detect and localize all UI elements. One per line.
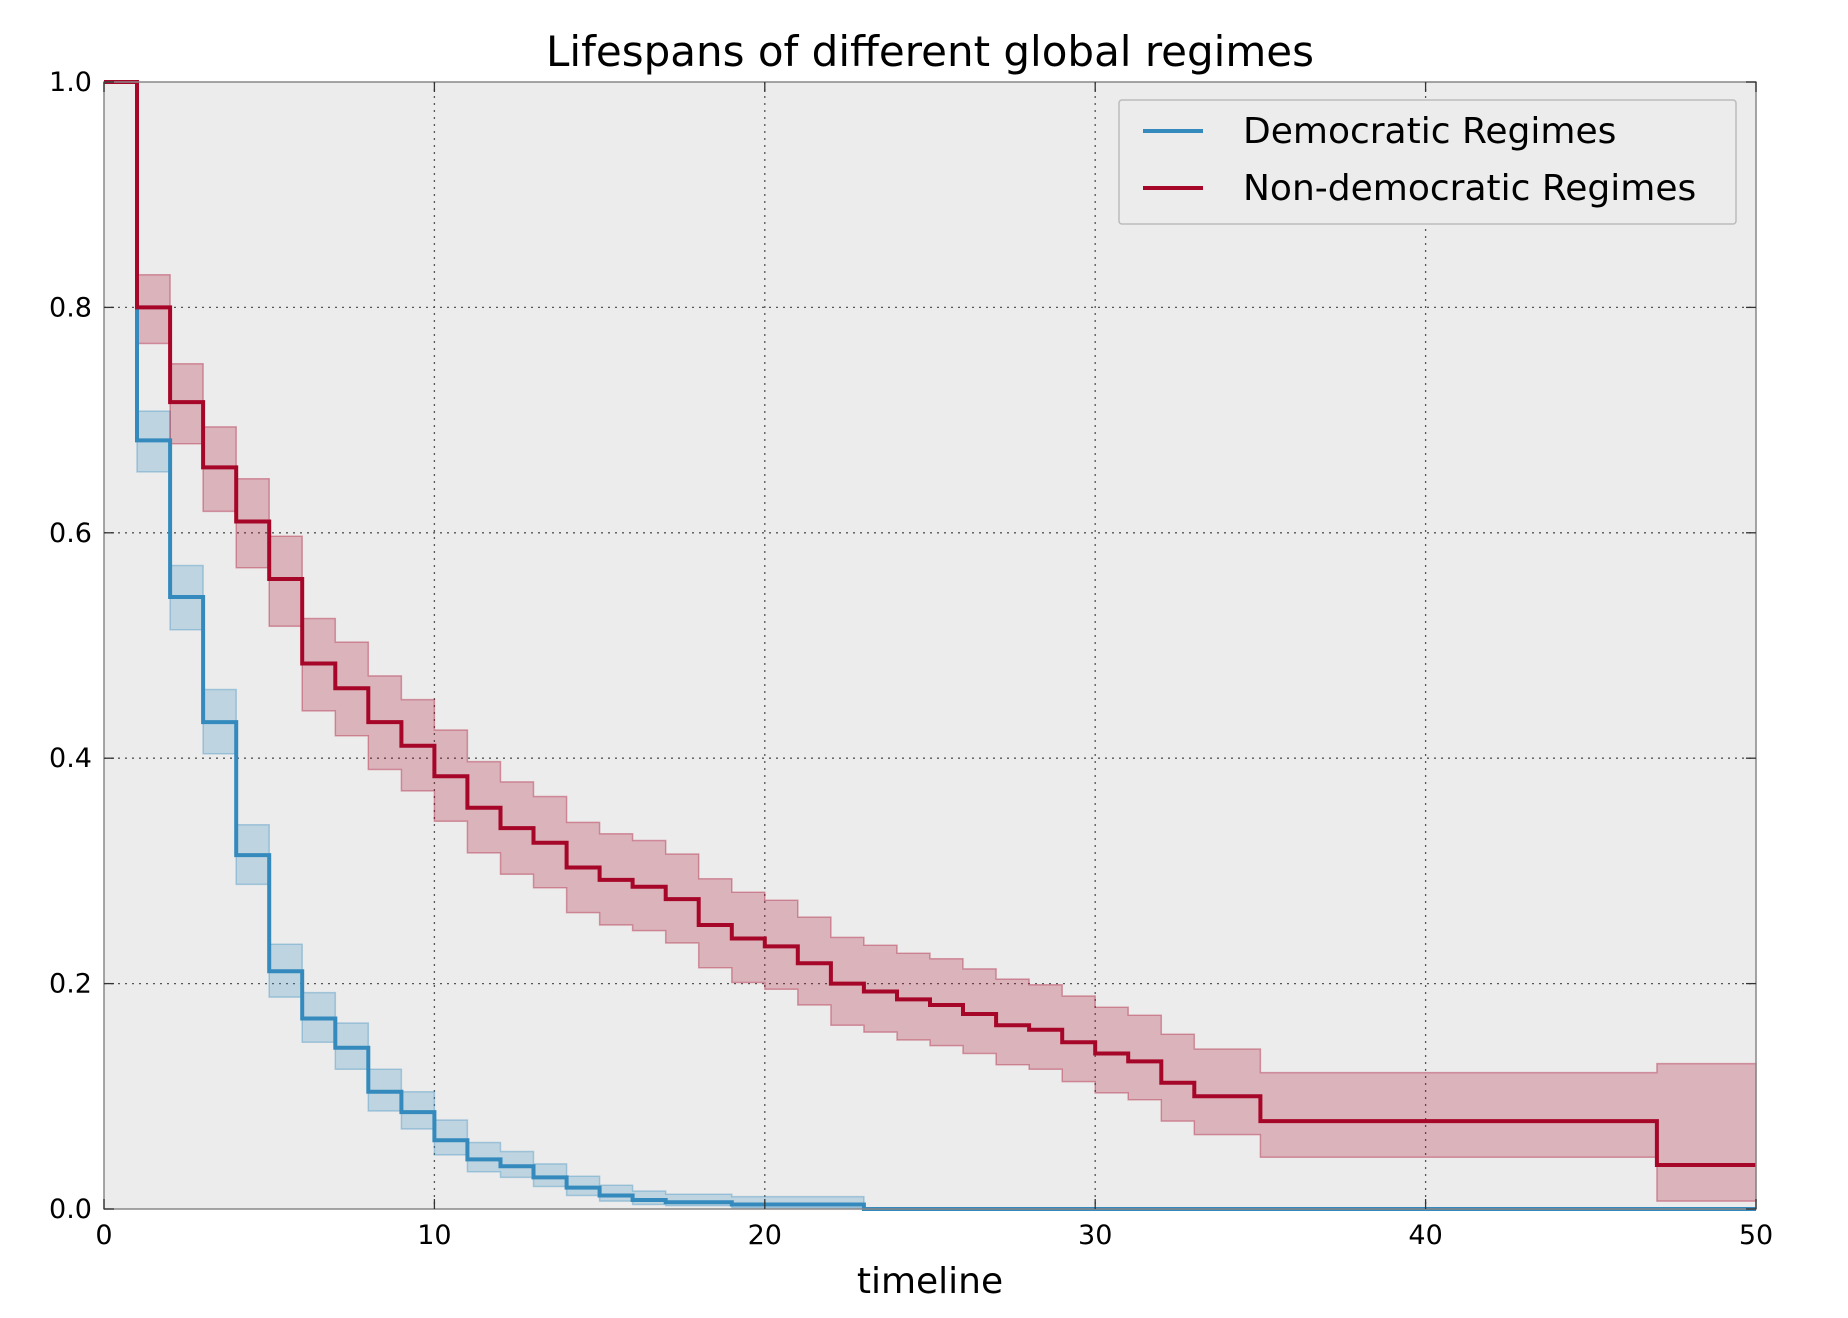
x-tick-label: 0 — [95, 1220, 112, 1251]
y-tick-label: 0.2 — [49, 969, 92, 1000]
legend-label-democratic: Democratic Regimes — [1243, 111, 1616, 152]
survival-lines — [104, 80, 1756, 1211]
x-tick-label: 40 — [1408, 1220, 1442, 1251]
x-tick-label: 20 — [748, 1220, 782, 1251]
confidence-band-democratic — [104, 81, 865, 1209]
plot-frame — [103, 81, 1757, 1210]
x-axis-ticks: 0 10 20 30 40 50 — [95, 82, 1773, 1251]
x-axis-label: timeline — [857, 1261, 1003, 1302]
x-tick-label: 50 — [1739, 1220, 1773, 1251]
legend-box — [1118, 99, 1737, 225]
y-tick-label: 0.8 — [49, 292, 92, 323]
x-tick-label: 30 — [1078, 1220, 1112, 1251]
y-tick-label: 0.6 — [49, 518, 92, 549]
y-axis-ticks: 0.0 0.2 0.4 0.6 0.8 1.0 — [49, 67, 1756, 1225]
chart-title: Lifespans of different global regimes — [546, 27, 1314, 76]
legend-label-non-democratic: Non-democratic Regimes — [1243, 168, 1696, 209]
survival-line-non-democratic — [104, 80, 1756, 1167]
survival-line-democratic — [104, 80, 1756, 1211]
y-tick-label: 0.0 — [49, 1194, 92, 1225]
x-tick-label: 10 — [417, 1220, 451, 1251]
plot-background — [104, 82, 1756, 1209]
y-tick-label: 1.0 — [49, 67, 92, 98]
y-tick-label: 0.4 — [49, 743, 92, 774]
legend: Democratic Regimes Non-democratic Regime… — [1118, 99, 1737, 225]
grid-lines — [104, 82, 1756, 1209]
